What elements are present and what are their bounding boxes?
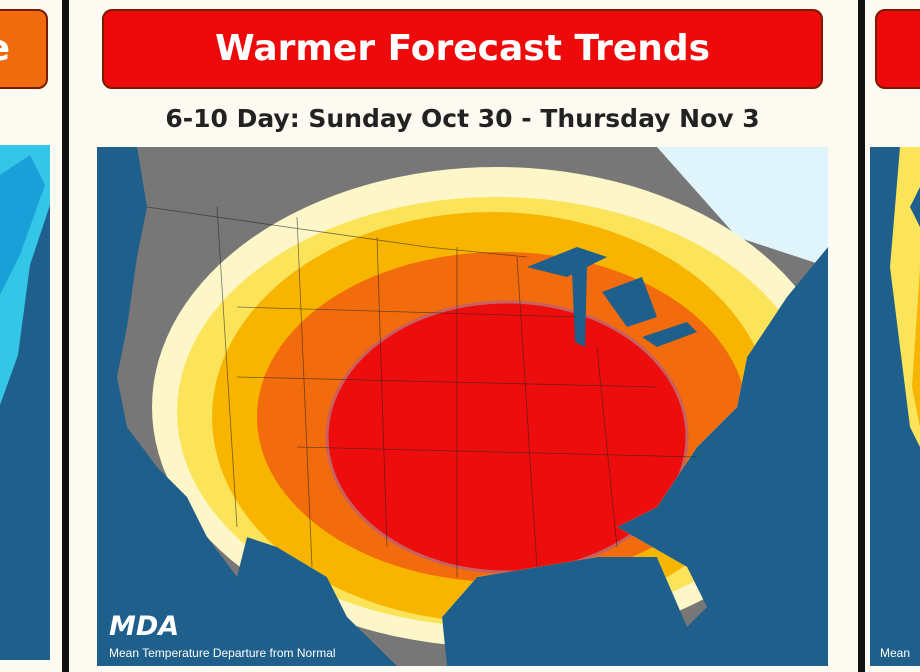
land-region [0, 155, 45, 295]
forecast-map[interactable]: MDA Mean Temperature Departure from Norm… [97, 147, 828, 666]
main-card-subtitle: 6-10 Day: Sunday Oct 30 - Thursday Nov 3 [165, 104, 760, 133]
right-card-title[interactable] [875, 9, 920, 89]
map-caption: Mean Temperature Departure from Normal [109, 646, 336, 660]
card-separator [62, 0, 69, 672]
logo: MDA [109, 611, 179, 642]
card-separator [858, 0, 865, 672]
band-light-blue [657, 147, 828, 267]
land-region [912, 267, 920, 427]
band-red [325, 300, 689, 574]
right-card-caption: Mean [880, 646, 910, 660]
great-lakes [527, 247, 697, 347]
borders [146, 206, 698, 577]
left-card-title[interactable]: e [0, 9, 48, 89]
main-card-title[interactable]: Warmer Forecast Trends [102, 9, 823, 89]
left-card-map[interactable] [0, 145, 50, 660]
land-region [890, 147, 920, 447]
right-card-map[interactable]: Mean [870, 147, 920, 666]
temperature-bands [97, 147, 828, 666]
